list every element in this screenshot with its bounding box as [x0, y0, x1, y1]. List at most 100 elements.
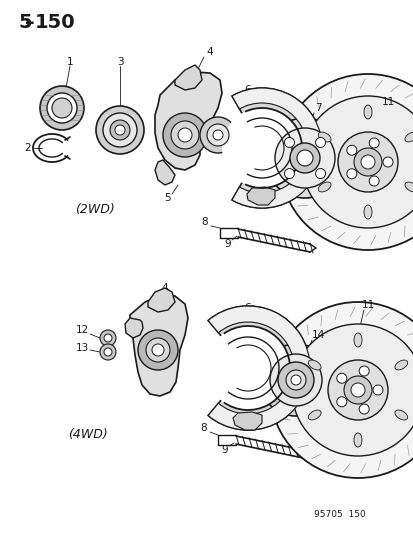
Circle shape [264, 118, 344, 198]
Circle shape [152, 344, 164, 356]
Ellipse shape [308, 410, 320, 420]
Circle shape [199, 117, 235, 153]
Circle shape [146, 338, 170, 362]
Circle shape [346, 146, 356, 155]
Ellipse shape [363, 105, 371, 119]
Circle shape [296, 150, 312, 166]
Circle shape [40, 86, 84, 130]
Circle shape [327, 360, 387, 420]
Text: 14: 14 [311, 330, 324, 340]
Circle shape [221, 108, 301, 188]
Wedge shape [208, 306, 309, 430]
Circle shape [350, 383, 364, 397]
Text: 4: 4 [161, 283, 168, 293]
Text: (2WD): (2WD) [75, 204, 114, 216]
Circle shape [96, 106, 144, 154]
Circle shape [382, 157, 392, 167]
Circle shape [368, 176, 378, 186]
Circle shape [290, 375, 300, 385]
Circle shape [104, 348, 112, 356]
Text: 6: 6 [244, 85, 251, 95]
Circle shape [269, 354, 321, 406]
Ellipse shape [404, 132, 413, 142]
Text: 8: 8 [201, 217, 208, 227]
Circle shape [368, 138, 378, 148]
Text: 12: 12 [75, 325, 88, 335]
Circle shape [337, 132, 397, 192]
Circle shape [103, 113, 137, 147]
Circle shape [336, 397, 346, 407]
Text: 1: 1 [66, 57, 73, 67]
Text: –: – [25, 12, 35, 31]
Circle shape [47, 93, 77, 123]
Ellipse shape [394, 410, 407, 420]
Text: 150: 150 [35, 12, 76, 31]
Ellipse shape [308, 360, 320, 370]
Polygon shape [147, 288, 175, 312]
Circle shape [336, 373, 346, 383]
Circle shape [163, 113, 206, 157]
Circle shape [353, 148, 381, 176]
Text: 13: 13 [75, 343, 88, 353]
Circle shape [279, 74, 413, 250]
Circle shape [178, 128, 192, 142]
Circle shape [315, 168, 325, 179]
Circle shape [277, 362, 313, 398]
Text: 2: 2 [25, 143, 31, 153]
Ellipse shape [363, 205, 371, 219]
Text: 8: 8 [200, 423, 207, 433]
Polygon shape [154, 72, 221, 170]
Text: 10: 10 [339, 150, 353, 160]
Wedge shape [231, 88, 321, 208]
Circle shape [301, 96, 413, 228]
Circle shape [115, 125, 125, 135]
Circle shape [138, 330, 178, 370]
Text: 6: 6 [244, 303, 251, 313]
Text: 4: 4 [206, 47, 213, 57]
Circle shape [171, 121, 199, 149]
Circle shape [315, 138, 325, 148]
Circle shape [206, 326, 289, 410]
Circle shape [110, 120, 130, 140]
Circle shape [285, 370, 305, 390]
Text: 11: 11 [361, 300, 374, 310]
Text: 7: 7 [314, 103, 320, 113]
Ellipse shape [353, 333, 361, 347]
Circle shape [52, 98, 72, 118]
Wedge shape [208, 306, 309, 430]
Circle shape [100, 344, 116, 360]
Circle shape [343, 376, 371, 404]
Circle shape [206, 124, 228, 146]
Text: (4WD): (4WD) [68, 429, 108, 441]
Ellipse shape [394, 360, 407, 370]
Circle shape [274, 128, 334, 188]
Circle shape [259, 344, 331, 416]
Circle shape [358, 404, 368, 414]
Circle shape [212, 130, 223, 140]
Circle shape [284, 168, 294, 179]
Text: 3: 3 [116, 57, 123, 67]
Polygon shape [247, 187, 274, 205]
Polygon shape [154, 160, 175, 185]
Circle shape [104, 334, 112, 342]
Ellipse shape [318, 132, 330, 142]
Polygon shape [233, 412, 261, 430]
Circle shape [284, 138, 294, 148]
Polygon shape [175, 65, 202, 90]
Text: 5: 5 [164, 193, 171, 203]
Circle shape [291, 324, 413, 456]
Ellipse shape [353, 433, 361, 447]
Polygon shape [125, 318, 142, 338]
Circle shape [358, 366, 368, 376]
Ellipse shape [318, 182, 330, 192]
Circle shape [289, 143, 319, 173]
Text: 11: 11 [380, 97, 394, 107]
Wedge shape [231, 88, 321, 208]
Circle shape [360, 155, 374, 169]
Text: 9: 9 [224, 239, 231, 249]
Circle shape [100, 330, 116, 346]
Polygon shape [130, 295, 188, 396]
Text: 9: 9 [221, 445, 228, 455]
Circle shape [269, 302, 413, 478]
Text: 5: 5 [18, 12, 31, 31]
